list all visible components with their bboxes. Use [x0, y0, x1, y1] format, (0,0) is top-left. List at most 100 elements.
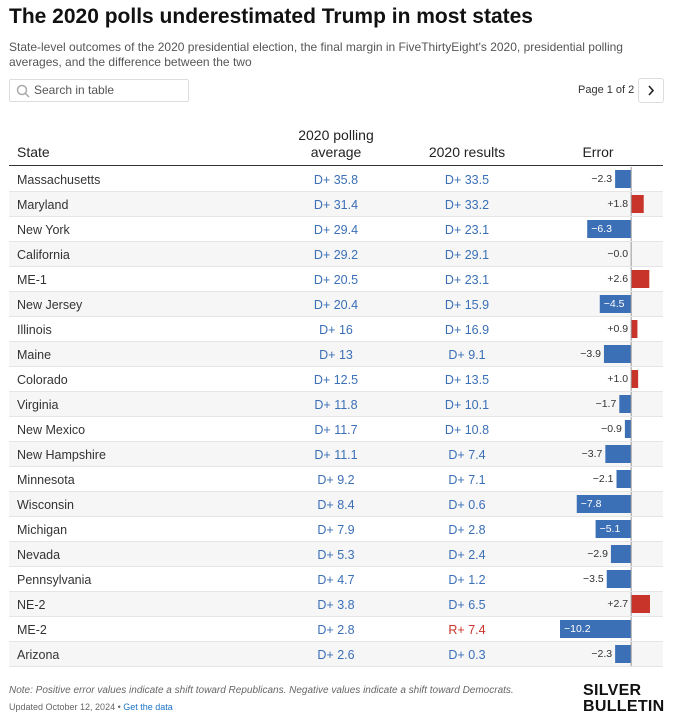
error-label: −5.1: [600, 523, 621, 535]
error-cell: −2.3: [591, 167, 632, 191]
error-cell: −4.5: [599, 292, 632, 316]
results: D+ 0.3: [448, 648, 486, 662]
error-cell: −7.8: [576, 492, 632, 516]
results: D+ 33.2: [444, 198, 490, 212]
error-label: +0.9: [607, 323, 628, 335]
error-bar: [595, 520, 632, 538]
logo-line: BULLETIN: [583, 698, 665, 715]
polling: D+ 3.8: [317, 598, 355, 612]
error-bar: [587, 220, 632, 238]
polling: D+ 35.8: [313, 173, 359, 187]
error-label: +1.8: [607, 198, 628, 210]
column-header[interactable]: 2020 results: [428, 144, 506, 160]
state: Michigan: [17, 523, 68, 537]
column-header[interactable]: Error: [582, 144, 614, 160]
error-cell: −0.9: [601, 417, 632, 441]
error-bar: [576, 495, 632, 513]
error-bar: [619, 395, 632, 413]
error-label: −2.3: [591, 173, 612, 185]
error-bar: [631, 595, 650, 613]
results: D+ 33.5: [444, 173, 490, 187]
error-cell: −6.3: [587, 217, 632, 241]
table-row: Minnesota D+ 9.2 D+ 7.1 −2.1: [9, 467, 663, 492]
error-bar: [631, 320, 638, 338]
table-row: Wisconsin D+ 8.4 D+ 0.6 −7.8: [9, 492, 663, 517]
table-row: Maryland D+ 31.4 D+ 33.2 +1.8: [9, 192, 663, 217]
error-bar: [605, 445, 632, 463]
table-row: Maine D+ 13 D+ 9.1 −3.9: [9, 342, 663, 367]
polling: D+ 4.7: [317, 573, 355, 587]
error-label: +2.7: [607, 598, 628, 610]
error-label: −0.9: [601, 423, 622, 435]
column-header[interactable]: 2020 polling average: [298, 127, 374, 160]
error-bar: [631, 270, 650, 288]
error-label: −3.9: [580, 348, 601, 360]
error-cell: −10.2: [560, 617, 632, 641]
state: Arizona: [17, 648, 60, 662]
error-cell: −3.7: [582, 442, 632, 466]
updated-line: Updated October 12, 2024 • Get the data: [9, 702, 173, 712]
error-label: −4.5: [604, 298, 625, 310]
error-label: +2.6: [607, 273, 628, 285]
error-cell: −5.1: [595, 517, 632, 541]
results: D+ 1.2: [448, 573, 486, 587]
separator: •: [117, 702, 121, 712]
table-row: Nevada D+ 5.3 D+ 2.4 −2.9: [9, 542, 663, 567]
results: D+ 0.6: [448, 498, 486, 512]
polling: D+ 11.7: [314, 423, 358, 437]
polling: D+ 29.2: [313, 248, 359, 262]
updated: Updated October 12, 2024: [9, 702, 116, 712]
results: D+ 9.1: [448, 348, 486, 362]
column-header[interactable]: State: [17, 144, 50, 160]
error-label: −0.0: [607, 248, 628, 260]
chevron: [648, 85, 655, 96]
table-row: Arizona D+ 2.6 D+ 0.3 −2.3: [9, 642, 663, 667]
header-rule: [9, 165, 663, 166]
polling: D+ 5.3: [317, 548, 355, 562]
error-label: −7.8: [581, 498, 602, 510]
search-box[interactable]: Search in table: [9, 79, 189, 102]
error-cell: −2.9: [587, 542, 632, 566]
results: D+ 10.1: [444, 398, 490, 412]
next-page-button[interactable]: [638, 78, 664, 103]
table-row: New York D+ 29.4 D+ 23.1 −6.3: [9, 217, 663, 242]
error-label: +1.0: [607, 373, 628, 385]
error-bar: [615, 645, 632, 663]
polling: D+ 9.2: [317, 473, 355, 487]
error-label: −2.1: [593, 473, 614, 485]
polling: D+ 11.1: [314, 448, 358, 462]
table-row: ME-1 D+ 20.5 D+ 23.1 +2.6: [9, 267, 663, 292]
results: D+ 10.8: [444, 423, 490, 437]
error-cell: −2.1: [593, 467, 632, 491]
state: Pennsylvania: [17, 573, 92, 587]
results: D+ 2.8: [448, 523, 486, 537]
error-bar: [615, 170, 632, 188]
error-cell: +2.7: [607, 592, 650, 616]
error-label: −6.3: [591, 223, 612, 235]
table-row: NE-2 D+ 3.8 D+ 6.5 +2.7: [9, 592, 663, 617]
results: D+ 29.1: [444, 248, 490, 262]
polling: D+ 7.9: [317, 523, 355, 537]
state: NE-2: [17, 598, 46, 612]
title: The 2020 polls underestimated Trump in m…: [9, 5, 533, 28]
state: Illinois: [17, 323, 52, 337]
error-label: −10.2: [564, 623, 591, 635]
error-bar: [610, 545, 632, 563]
error-cell: +1.8: [607, 192, 644, 216]
table-row: New Hampshire D+ 11.1 D+ 7.4 −3.7: [9, 442, 663, 467]
error-label: −2.3: [591, 648, 612, 660]
polling: D+ 20.4: [313, 298, 359, 312]
table-row: Virginia D+ 11.8 D+ 10.1 −1.7: [9, 392, 663, 417]
error-bar: [631, 195, 644, 213]
state: New Mexico: [17, 423, 86, 437]
table-row: Colorado D+ 12.5 D+ 13.5 +1.0: [9, 367, 663, 392]
error-cell: −3.9: [580, 342, 632, 366]
polling: D+ 20.5: [313, 273, 359, 287]
data-link[interactable]: Get the data: [123, 702, 173, 712]
results: D+ 7.4: [448, 448, 486, 462]
results: D+ 16.9: [444, 323, 490, 337]
state: Minnesota: [17, 473, 75, 487]
results: D+ 23.1: [444, 223, 490, 237]
state: Nevada: [17, 548, 61, 562]
